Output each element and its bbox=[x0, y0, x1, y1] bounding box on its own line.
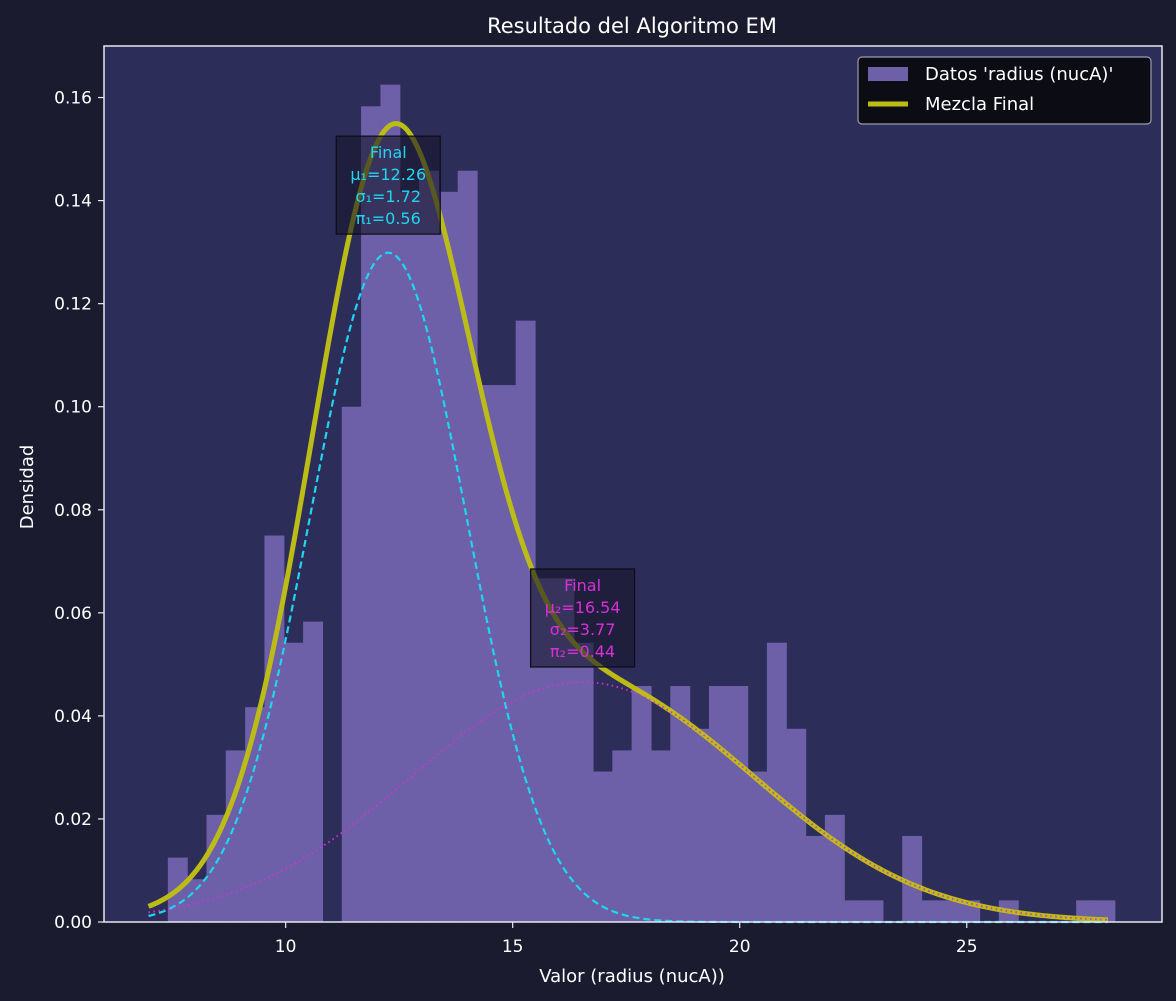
histogram-bar bbox=[863, 900, 884, 922]
histogram-bar bbox=[670, 685, 691, 922]
x-tick-label: 25 bbox=[956, 937, 978, 957]
histogram-bar bbox=[940, 900, 961, 922]
component-2-curve bbox=[148, 681, 1108, 921]
histogram-bar bbox=[361, 106, 382, 922]
axes: 10 15 20 25 0.00 0.02 0.04 0.06 0.08 0.10 0.12 0.14… bbox=[54, 89, 977, 957]
histogram-bar bbox=[187, 879, 208, 922]
legend-swatch-histogram bbox=[868, 67, 908, 81]
histogram-bar bbox=[573, 642, 594, 922]
annotation-box-2 bbox=[529, 568, 636, 668]
annotation-2-line: Final bbox=[564, 576, 601, 595]
annotation-1-line: σ₁=1.72 bbox=[355, 187, 421, 206]
histogram-bar bbox=[245, 707, 266, 922]
histogram-bar bbox=[592, 771, 613, 922]
annotation-1-line: μ₁=12.26 bbox=[350, 165, 426, 184]
histogram-bar bbox=[786, 728, 807, 922]
histogram-bar bbox=[515, 320, 536, 923]
density-curves bbox=[147, 121, 1109, 924]
histogram-bar bbox=[1095, 900, 1116, 922]
annotation-1-line: π₁=0.56 bbox=[356, 209, 421, 228]
histogram-bar bbox=[206, 814, 227, 922]
plot-frame bbox=[103, 45, 1163, 923]
x-tick-label: 10 bbox=[275, 937, 297, 957]
histogram-bar bbox=[612, 750, 633, 922]
annotation-2-line: σ₂=3.77 bbox=[550, 620, 616, 639]
y-tick-label: 0.00 bbox=[54, 913, 92, 933]
annotation-box-1 bbox=[335, 135, 441, 235]
histogram-bar bbox=[399, 191, 420, 922]
y-axis-label: Densidad bbox=[17, 445, 38, 530]
histogram-bar bbox=[341, 406, 362, 922]
histogram-bar bbox=[264, 535, 285, 922]
y-tick-label: 0.02 bbox=[54, 810, 92, 830]
legend-box bbox=[857, 56, 1152, 125]
histogram-bar bbox=[902, 835, 923, 922]
histogram-bar bbox=[438, 191, 459, 922]
y-tick-label: 0.08 bbox=[54, 501, 92, 521]
histogram-bar bbox=[496, 385, 517, 922]
histogram-bar bbox=[303, 621, 324, 922]
component-1-curve bbox=[148, 251, 1108, 924]
histogram-bar bbox=[419, 170, 439, 922]
x-tick-label: 20 bbox=[729, 937, 751, 957]
histogram-bars bbox=[167, 84, 1116, 923]
histogram-bar bbox=[747, 771, 768, 922]
y-tick-label: 0.04 bbox=[54, 707, 92, 727]
x-tick-label: 15 bbox=[502, 937, 524, 957]
histogram-bar bbox=[844, 900, 865, 922]
parameter-annotations: Final μ₁=12.26 σ₁=1.72 π₁=0.56 Final μ₂=16.54… bbox=[335, 135, 636, 668]
y-tick-label: 0.16 bbox=[54, 89, 92, 109]
chart-title: Resultado del Algoritmo EM bbox=[487, 14, 777, 38]
y-tick-label: 0.14 bbox=[54, 192, 92, 212]
legend: Datos 'radius (nucA)' Mezcla Final bbox=[857, 56, 1152, 125]
histogram-bar bbox=[457, 170, 478, 922]
histogram-bar bbox=[708, 685, 729, 922]
annotation-2-line: π₂=0.44 bbox=[550, 642, 615, 661]
legend-label: Mezcla Final bbox=[925, 94, 1034, 115]
histogram-bar bbox=[824, 814, 845, 922]
histogram-bar bbox=[689, 728, 710, 922]
y-tick-label: 0.12 bbox=[54, 295, 92, 315]
histogram-bar bbox=[380, 84, 401, 923]
annotation-2-line: μ₂=16.54 bbox=[545, 598, 621, 617]
histogram-bar bbox=[728, 685, 749, 922]
legend-label: Datos 'radius (nucA)' bbox=[925, 64, 1113, 85]
y-tick-label: 0.06 bbox=[54, 604, 92, 624]
histogram-bar bbox=[225, 750, 246, 922]
histogram-bar bbox=[766, 642, 787, 922]
histogram-bar bbox=[921, 900, 942, 922]
y-tick-label: 0.10 bbox=[54, 398, 92, 418]
histogram-bar bbox=[283, 642, 304, 922]
histogram-bar bbox=[477, 385, 497, 922]
histogram-bar bbox=[631, 685, 652, 922]
annotation-1-line: Final bbox=[370, 143, 407, 162]
histogram-bar bbox=[650, 750, 671, 922]
histogram-bar bbox=[805, 835, 826, 922]
x-axis-label: Valor (radius (nucA)) bbox=[539, 966, 725, 987]
